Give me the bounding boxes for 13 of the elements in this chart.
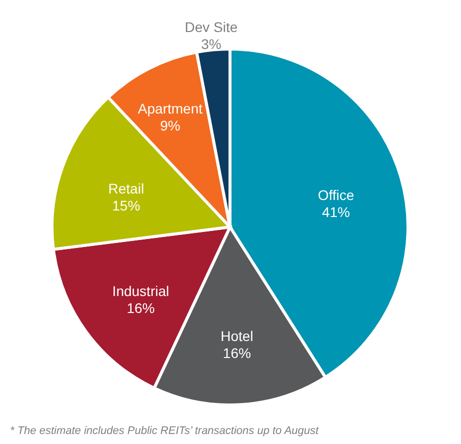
text: * The estimate includes Public REITs’ transactions up to August: [10, 425, 320, 437]
slice-label: Hotel: [220, 328, 254, 344]
slice-label: Office: [318, 187, 354, 204]
slice-label: Retail: [108, 180, 144, 197]
slice-label: Dev Site: [184, 18, 238, 35]
data-label: 16%: [222, 345, 251, 362]
data-label: 16%: [126, 300, 155, 316]
slice-label: Apartment: [138, 100, 203, 117]
slice-label: Industrial: [112, 282, 170, 299]
data-label: 15%: [112, 198, 140, 214]
data-label: 41%: [322, 204, 350, 220]
data-label: 3%: [201, 36, 222, 52]
data-label: 9%: [160, 118, 180, 134]
